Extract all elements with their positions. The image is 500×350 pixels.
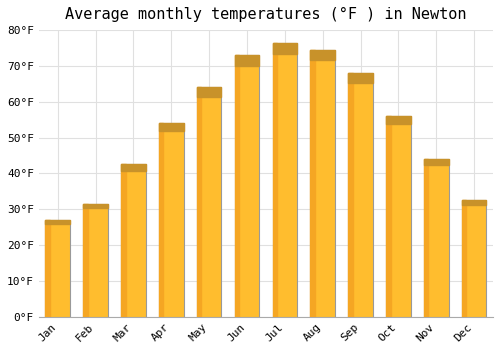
Bar bbox=[84, 204, 87, 317]
Bar bbox=[121, 164, 146, 170]
Bar bbox=[272, 43, 297, 317]
Bar bbox=[159, 123, 164, 317]
Bar bbox=[310, 50, 335, 61]
Bar bbox=[159, 123, 184, 317]
Bar bbox=[272, 43, 297, 54]
Bar bbox=[386, 116, 410, 317]
Bar bbox=[424, 159, 428, 317]
Bar bbox=[234, 55, 260, 317]
Bar bbox=[424, 159, 448, 166]
Title: Average monthly temperatures (°F ) in Newton: Average monthly temperatures (°F ) in Ne… bbox=[65, 7, 466, 22]
Bar bbox=[234, 55, 260, 66]
Bar bbox=[84, 204, 108, 317]
Bar bbox=[310, 50, 335, 317]
Bar bbox=[348, 73, 352, 317]
Bar bbox=[46, 220, 70, 224]
Bar bbox=[462, 200, 486, 205]
Bar bbox=[159, 123, 184, 131]
Bar bbox=[121, 164, 126, 317]
Bar bbox=[197, 88, 222, 97]
Bar bbox=[348, 73, 373, 83]
Bar bbox=[46, 220, 70, 317]
Bar bbox=[234, 55, 239, 317]
Bar bbox=[424, 159, 448, 317]
Bar bbox=[197, 88, 222, 317]
Bar bbox=[310, 50, 315, 317]
Bar bbox=[84, 204, 108, 208]
Bar bbox=[197, 88, 202, 317]
Bar bbox=[272, 43, 277, 317]
Bar bbox=[46, 220, 50, 317]
Bar bbox=[462, 200, 486, 317]
Bar bbox=[462, 200, 466, 317]
Bar bbox=[386, 116, 390, 317]
Bar bbox=[386, 116, 410, 124]
Bar bbox=[121, 164, 146, 317]
Bar bbox=[348, 73, 373, 317]
